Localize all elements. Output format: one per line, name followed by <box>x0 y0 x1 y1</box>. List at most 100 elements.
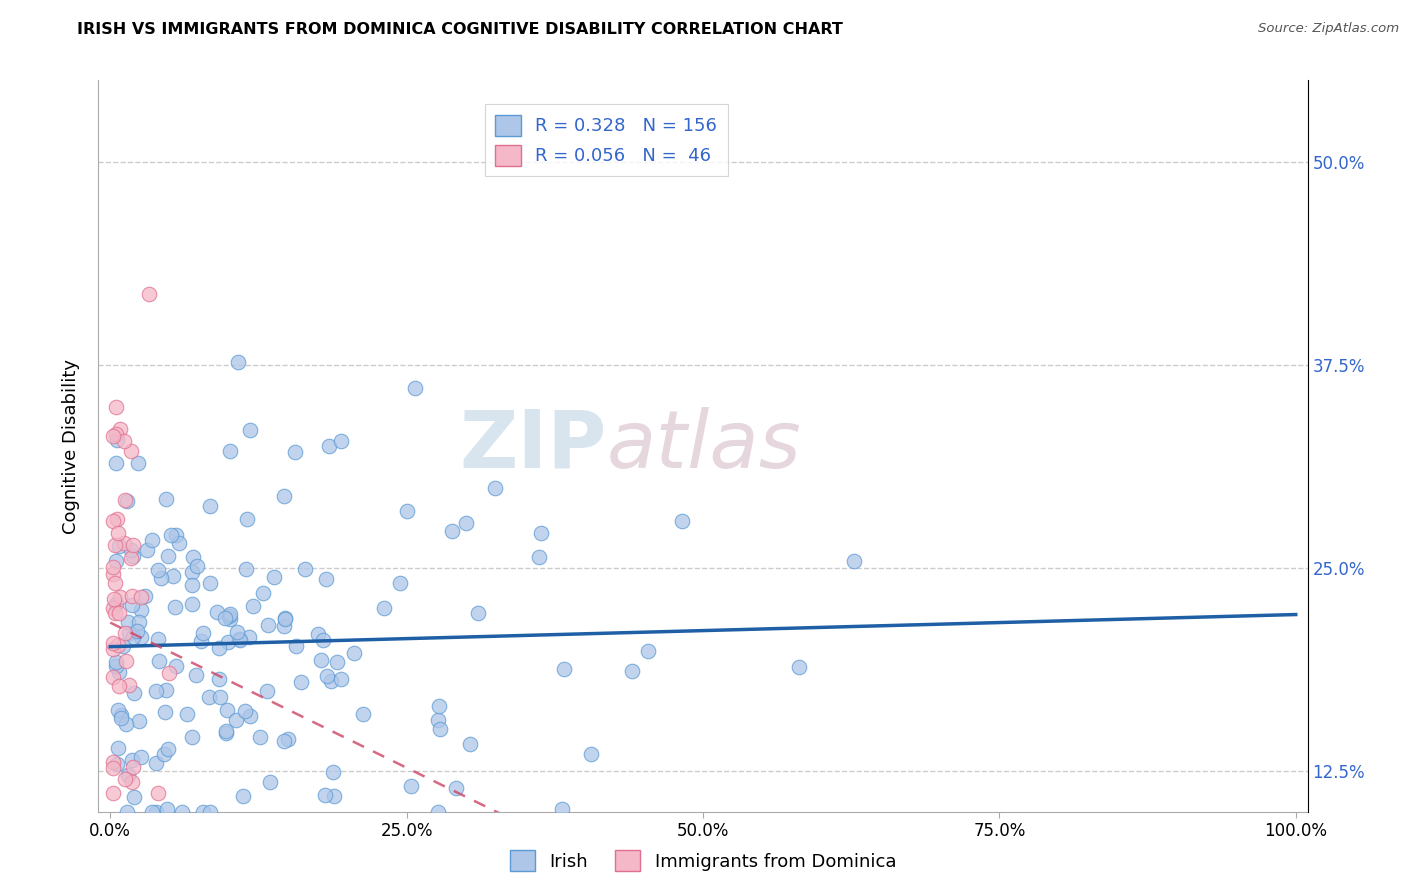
Point <box>111 639 134 653</box>
Point <box>114 654 136 668</box>
Point <box>148 654 170 668</box>
Point <box>105 597 128 611</box>
Point <box>388 576 411 591</box>
Point <box>316 669 339 683</box>
Legend: R = 0.328   N = 156, R = 0.056   N =  46: R = 0.328 N = 156, R = 0.056 N = 46 <box>485 104 728 177</box>
Point <box>105 656 128 670</box>
Point <box>637 644 659 658</box>
Point <box>274 611 297 625</box>
Point <box>321 673 343 688</box>
Point <box>114 493 136 508</box>
Point <box>101 636 124 650</box>
Point <box>120 542 142 557</box>
Point <box>104 538 127 552</box>
Point <box>553 662 575 676</box>
Point <box>172 805 194 819</box>
Point <box>228 632 250 647</box>
Point <box>621 664 644 678</box>
Point <box>122 685 145 699</box>
Point <box>208 641 231 656</box>
Point <box>239 423 262 437</box>
Point <box>181 578 204 592</box>
Point <box>165 658 187 673</box>
Point <box>148 563 170 577</box>
Point <box>128 714 150 728</box>
Point <box>329 434 352 448</box>
Point <box>205 606 228 620</box>
Point <box>233 704 256 718</box>
Point <box>122 549 145 563</box>
Point <box>214 611 236 625</box>
Point <box>232 789 254 803</box>
Point <box>107 703 129 717</box>
Point <box>101 600 124 615</box>
Point <box>198 500 221 514</box>
Point <box>426 713 449 727</box>
Point <box>117 615 139 629</box>
Point <box>120 444 142 458</box>
Point <box>101 560 124 574</box>
Point <box>122 760 145 774</box>
Point <box>136 543 159 558</box>
Point <box>145 756 167 770</box>
Point <box>145 805 167 819</box>
Point <box>181 565 204 579</box>
Point <box>153 705 176 719</box>
Point <box>128 615 150 629</box>
Point <box>108 665 131 680</box>
Point <box>426 805 449 819</box>
Point <box>105 554 128 568</box>
Point <box>141 533 163 547</box>
Point <box>101 514 124 528</box>
Point <box>551 801 574 815</box>
Point <box>105 659 128 673</box>
Point <box>129 750 152 764</box>
Point <box>277 732 299 747</box>
Point <box>787 659 810 673</box>
Point <box>112 817 135 831</box>
Point <box>115 494 138 508</box>
Point <box>165 528 187 542</box>
Point <box>121 753 143 767</box>
Point <box>529 526 551 541</box>
Point <box>256 618 278 632</box>
Point <box>181 597 204 611</box>
Point <box>259 775 281 789</box>
Point <box>156 549 179 564</box>
Point <box>318 439 340 453</box>
Point <box>107 741 129 756</box>
Point <box>191 805 214 819</box>
Point <box>160 528 183 542</box>
Point <box>131 862 153 876</box>
Point <box>105 401 128 415</box>
Point <box>284 445 307 459</box>
Point <box>112 434 135 449</box>
Point <box>198 575 221 590</box>
Point <box>309 652 332 666</box>
Point <box>399 779 422 793</box>
Point <box>284 640 307 654</box>
Point <box>150 571 173 585</box>
Point <box>101 761 124 775</box>
Point <box>146 632 169 646</box>
Point <box>110 707 132 722</box>
Point <box>239 708 262 723</box>
Point <box>440 524 463 538</box>
Point <box>156 802 179 816</box>
Point <box>127 456 149 470</box>
Point <box>228 355 250 369</box>
Point <box>155 491 177 506</box>
Point <box>105 434 128 448</box>
Point <box>101 428 124 442</box>
Point <box>107 679 129 693</box>
Point <box>127 624 149 639</box>
Point <box>193 626 215 640</box>
Point <box>218 612 240 626</box>
Point <box>322 789 344 804</box>
Point <box>176 706 198 721</box>
Point <box>322 764 344 779</box>
Point <box>218 444 240 458</box>
Point <box>105 456 128 470</box>
Point <box>484 481 506 495</box>
Text: ZIP: ZIP <box>458 407 606 485</box>
